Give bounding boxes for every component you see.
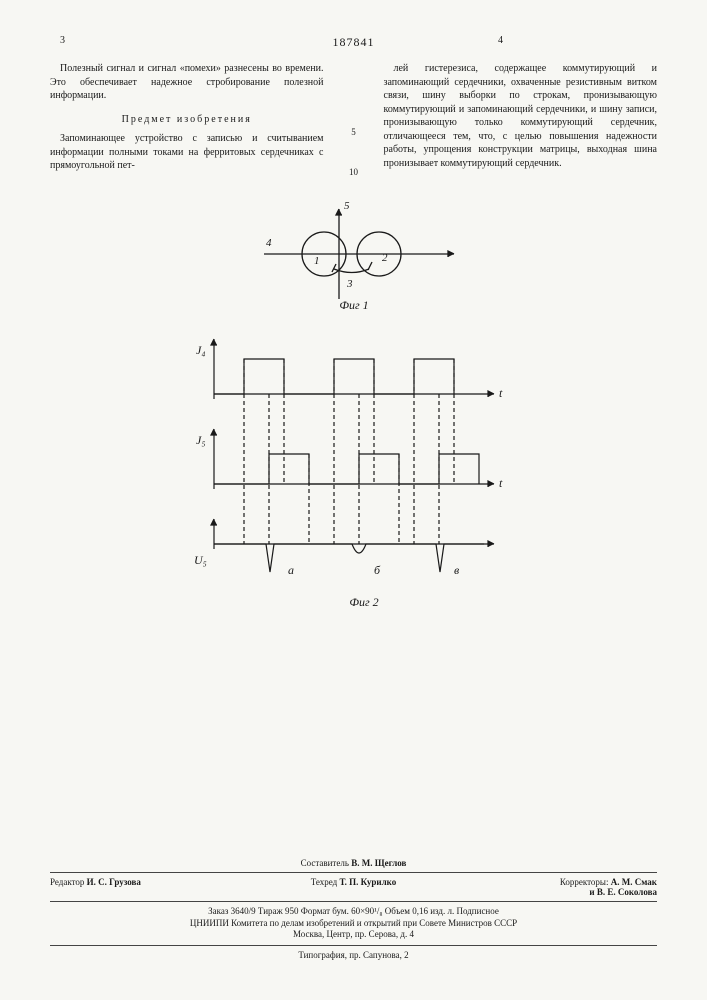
left-column: Полезный сигнал и сигнал «помехи» разнес… [50,62,324,179]
page-num-left: 3 [60,35,65,46]
fig2-xlabel-t2: t [499,476,503,490]
right-column: лей гистерезиса, содержащее коммутирующи… [384,62,658,179]
fig1-label-4: 4 [266,237,272,249]
figures-block: 4 5 1 2 3 Фиг 1 [50,194,657,614]
pub-info: Заказ 3640/9 Тираж 950 Формат бум. 60×90… [50,906,657,941]
fig1-label-1: 1 [314,255,320,267]
figure-2: J₄ J₅ U₅ t t а б в Фиг 2 [174,314,534,614]
fig2-ylabel-u5: U₅ [194,553,207,567]
fig2-caption: Фиг 2 [349,595,378,609]
page-num-right: 4 [498,35,503,46]
fig1-label-5: 5 [344,200,350,212]
fig2-xlabel-t1: t [499,386,503,400]
fig2-phase-v: в [454,563,459,577]
fig1-caption: Фиг 1 [339,298,368,312]
fig2-ylabel-j4: J₄ [196,343,206,357]
fig2-phase-a: а [288,563,294,577]
left-p1: Полезный сигнал и сигнал «помехи» разнес… [50,62,324,103]
footer-block: Составитель В. М. Щеглов Редактор И. С. … [50,858,657,960]
line-numbers: 5 10 [344,62,364,179]
figure-1: 4 5 1 2 3 Фиг 1 [224,194,484,314]
fig2-ylabel-j5: J₅ [196,433,206,447]
compiled-line: Составитель В. М. Щеглов [50,858,657,868]
line-num-10: 10 [349,167,358,177]
line-num-5: 5 [351,127,356,137]
left-p2: Запоминающее устройство с записью и счит… [50,132,324,173]
text-columns: Полезный сигнал и сигнал «помехи» разнес… [50,62,657,179]
roles-line: Редактор И. С. Грузова Техред Т. П. Кури… [50,877,657,897]
fig2-phase-b: б [374,563,381,577]
fig1-label-2: 2 [382,252,388,264]
typography-line: Типография, пр. Сапунова, 2 [50,950,657,960]
subject-heading: Предмет изобретения [50,113,324,127]
right-p1: лей гистерезиса, содержащее коммутирующи… [384,62,658,170]
document-number: 187841 [50,35,657,50]
fig1-label-3: 3 [346,278,353,290]
